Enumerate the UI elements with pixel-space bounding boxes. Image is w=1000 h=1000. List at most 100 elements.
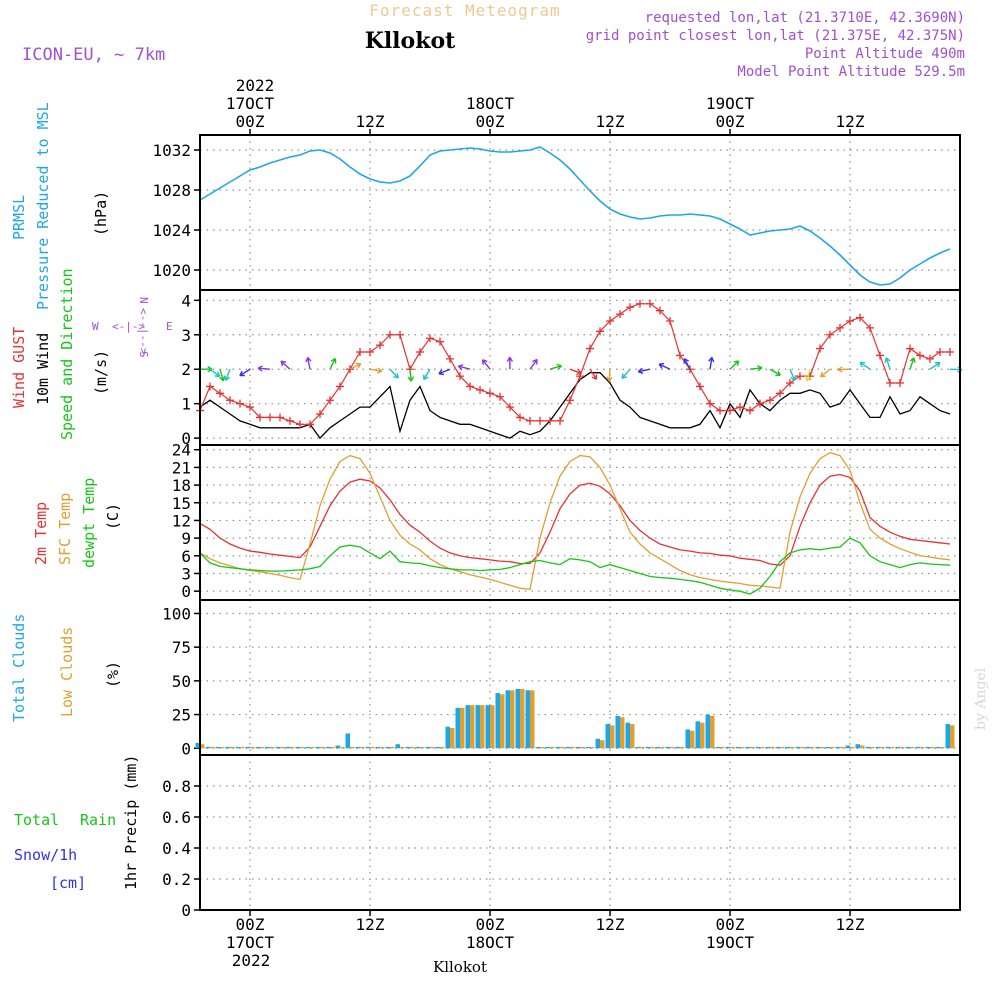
total-cloud-bar xyxy=(285,746,290,749)
total-cloud-bar xyxy=(795,746,800,749)
low-cloud-bar xyxy=(840,746,845,749)
gust-line xyxy=(199,303,950,425)
grid-point-coords: grid point closest lon,lat (21.375E, 42.… xyxy=(586,28,965,44)
low-cloud-bar xyxy=(600,740,605,749)
wind-arrow-head xyxy=(239,370,245,377)
gust-marker xyxy=(456,372,464,381)
low-cloud-bar xyxy=(250,746,255,749)
top-x-tick-label: 00Z xyxy=(716,112,745,131)
gust-marker xyxy=(306,420,314,429)
wind-arrow-head xyxy=(423,374,429,381)
y-tick-label: 1 xyxy=(181,395,191,414)
gust-marker xyxy=(236,399,244,408)
model-label: ICON-EU, ~ 7km xyxy=(22,45,165,65)
wind10-line xyxy=(199,372,951,440)
gust-marker xyxy=(916,351,924,360)
wind-arrow-head xyxy=(506,356,514,362)
wind-direction-arrow xyxy=(239,368,251,377)
wind-arrow-head xyxy=(591,374,598,380)
compass-rose: N <--|--> S W <-|-> E xyxy=(92,297,173,358)
low-cloud-bar xyxy=(400,746,405,749)
point-altitude: Point Altitude 490m xyxy=(805,46,965,62)
speed-dir-label: Speed and Direction xyxy=(58,268,76,440)
y-tick-label: 0 xyxy=(181,739,191,758)
top-x-tick-label: 12Z xyxy=(356,112,385,131)
panel-frame-precip xyxy=(199,754,961,911)
wind-direction-arrow xyxy=(257,367,271,370)
footer-location: Kllokot xyxy=(433,958,487,976)
total-cloud-bar xyxy=(835,746,840,749)
pressure-line xyxy=(199,146,951,286)
total-cloud-bar xyxy=(775,746,780,749)
gust-marker xyxy=(466,382,474,391)
total-cloud-bar xyxy=(525,690,530,749)
prmsl-label: PRMSL xyxy=(10,195,28,240)
total-cloud-bar xyxy=(435,746,440,749)
gust-marker xyxy=(256,413,264,422)
gust-marker xyxy=(536,416,544,425)
total-cloud-bar xyxy=(385,746,390,749)
wind-arrow-head xyxy=(481,359,488,365)
gust-marker xyxy=(856,313,864,322)
dewpt-label: dewpt Temp xyxy=(80,478,98,568)
gust-marker xyxy=(426,334,434,343)
total-cloud-bar xyxy=(315,746,320,749)
gust-marker xyxy=(416,348,424,356)
low-cloud-bar xyxy=(520,688,525,749)
low-cloud-bar xyxy=(690,730,695,749)
total-cloud-bar xyxy=(375,746,380,749)
low-cloud-bar xyxy=(940,746,945,749)
total-cloud-bar xyxy=(845,745,850,749)
wind-arrow-head xyxy=(330,357,337,364)
wind-direction-arrow xyxy=(929,361,941,370)
gust-marker xyxy=(636,299,644,308)
low-cloud-bar xyxy=(580,746,585,749)
low-cloud-bar xyxy=(280,746,285,749)
total-cloud-bar xyxy=(645,746,650,749)
low-cloud-bar xyxy=(850,746,855,749)
low-cloud-bar xyxy=(710,715,715,749)
y-tick-label: 3 xyxy=(181,326,191,345)
wind10-label: 10m Wind xyxy=(34,333,52,405)
y-tick-label: 6 xyxy=(181,547,191,566)
low-cloud-bar xyxy=(800,746,805,749)
y-tick-label: 12 xyxy=(172,511,191,530)
total-cloud-bar xyxy=(325,746,330,749)
rain-label: Rain xyxy=(80,811,116,829)
y-tick-label: 0.8 xyxy=(162,777,191,796)
total-cloud-bar xyxy=(655,746,660,749)
low-cloud-bar xyxy=(630,724,635,749)
wind-arrow-head xyxy=(376,367,383,374)
wind-arrow-head xyxy=(224,375,231,381)
low-cloud-bar xyxy=(620,717,625,749)
low-cloud-bar xyxy=(390,746,395,749)
total-cloud-bar xyxy=(625,722,630,749)
total-cloud-bar xyxy=(215,746,220,749)
low-cloud-bar xyxy=(410,746,415,749)
low-cloud-bar xyxy=(210,746,215,749)
panel-frame-pressure xyxy=(199,134,961,291)
total-cloud-bar xyxy=(605,724,610,749)
gust-marker xyxy=(496,392,504,401)
low-cloud-bar xyxy=(330,746,335,749)
top-x-tick-label: 12Z xyxy=(836,112,865,131)
total-cloud-bar xyxy=(585,746,590,749)
gust-marker xyxy=(556,416,564,425)
total-cloud-bar xyxy=(765,746,770,749)
low-cloud-bar xyxy=(910,746,915,749)
wind-arrow-head xyxy=(658,362,665,369)
y-tick-label: 18 xyxy=(172,476,191,495)
gust-marker xyxy=(716,406,724,415)
gust-marker xyxy=(386,330,394,339)
gust-marker xyxy=(436,337,444,346)
wind-direction-arrow xyxy=(621,368,631,379)
total-cloud-bar xyxy=(555,746,560,749)
total-cloud-bar xyxy=(495,693,500,749)
temp-labels: 2m Temp SFC Temp dewpt Temp (C) xyxy=(32,478,122,568)
plot-panels: 1020102410281032012340369121518212402550… xyxy=(152,94,963,952)
compass-n: N xyxy=(137,297,150,304)
bottom-x-tick-label: 12Z xyxy=(596,915,625,934)
total-cloud-bar xyxy=(895,746,900,749)
low-cloud-bar xyxy=(700,722,705,749)
